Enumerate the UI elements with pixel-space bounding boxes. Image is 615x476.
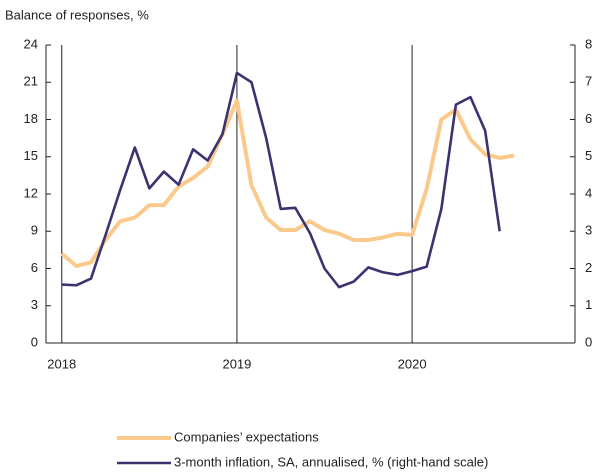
y2-tick-label: 2: [585, 260, 592, 275]
legend-label: Companies’ expectations: [174, 429, 319, 444]
series-line: [61, 71, 501, 289]
y-axis-label: Balance of responses, %: [5, 7, 149, 22]
x-tick-label: 2019: [222, 356, 251, 371]
y-tick-label: 18: [24, 111, 38, 126]
y-tick-label: 21: [24, 74, 38, 89]
x-tick-label: 2020: [398, 356, 427, 371]
y-tick-label: 12: [24, 185, 38, 200]
y2-tick-label: 6: [585, 111, 592, 126]
y2-tick-label: 1: [585, 297, 592, 312]
y2-tick-label: 4: [585, 185, 592, 200]
y-tick-label: 3: [31, 297, 38, 312]
y2-tick-label: 0: [585, 334, 592, 349]
legend-label: 3-month inflation, SA, annualised, % (ri…: [174, 454, 488, 469]
y2-tick-label: 8: [585, 36, 592, 51]
y-tick-label: 6: [31, 260, 38, 275]
y2-tick-label: 3: [585, 223, 592, 238]
y-tick-label: 9: [31, 223, 38, 238]
x-tick-label: 2018: [47, 356, 76, 371]
series-line: [60, 98, 515, 269]
y2-tick-label: 5: [585, 148, 592, 163]
y2-tick-label: 7: [585, 74, 592, 89]
y-tick-label: 0: [31, 334, 38, 349]
y-tick-label: 24: [24, 36, 38, 51]
y-tick-label: 15: [24, 148, 38, 163]
